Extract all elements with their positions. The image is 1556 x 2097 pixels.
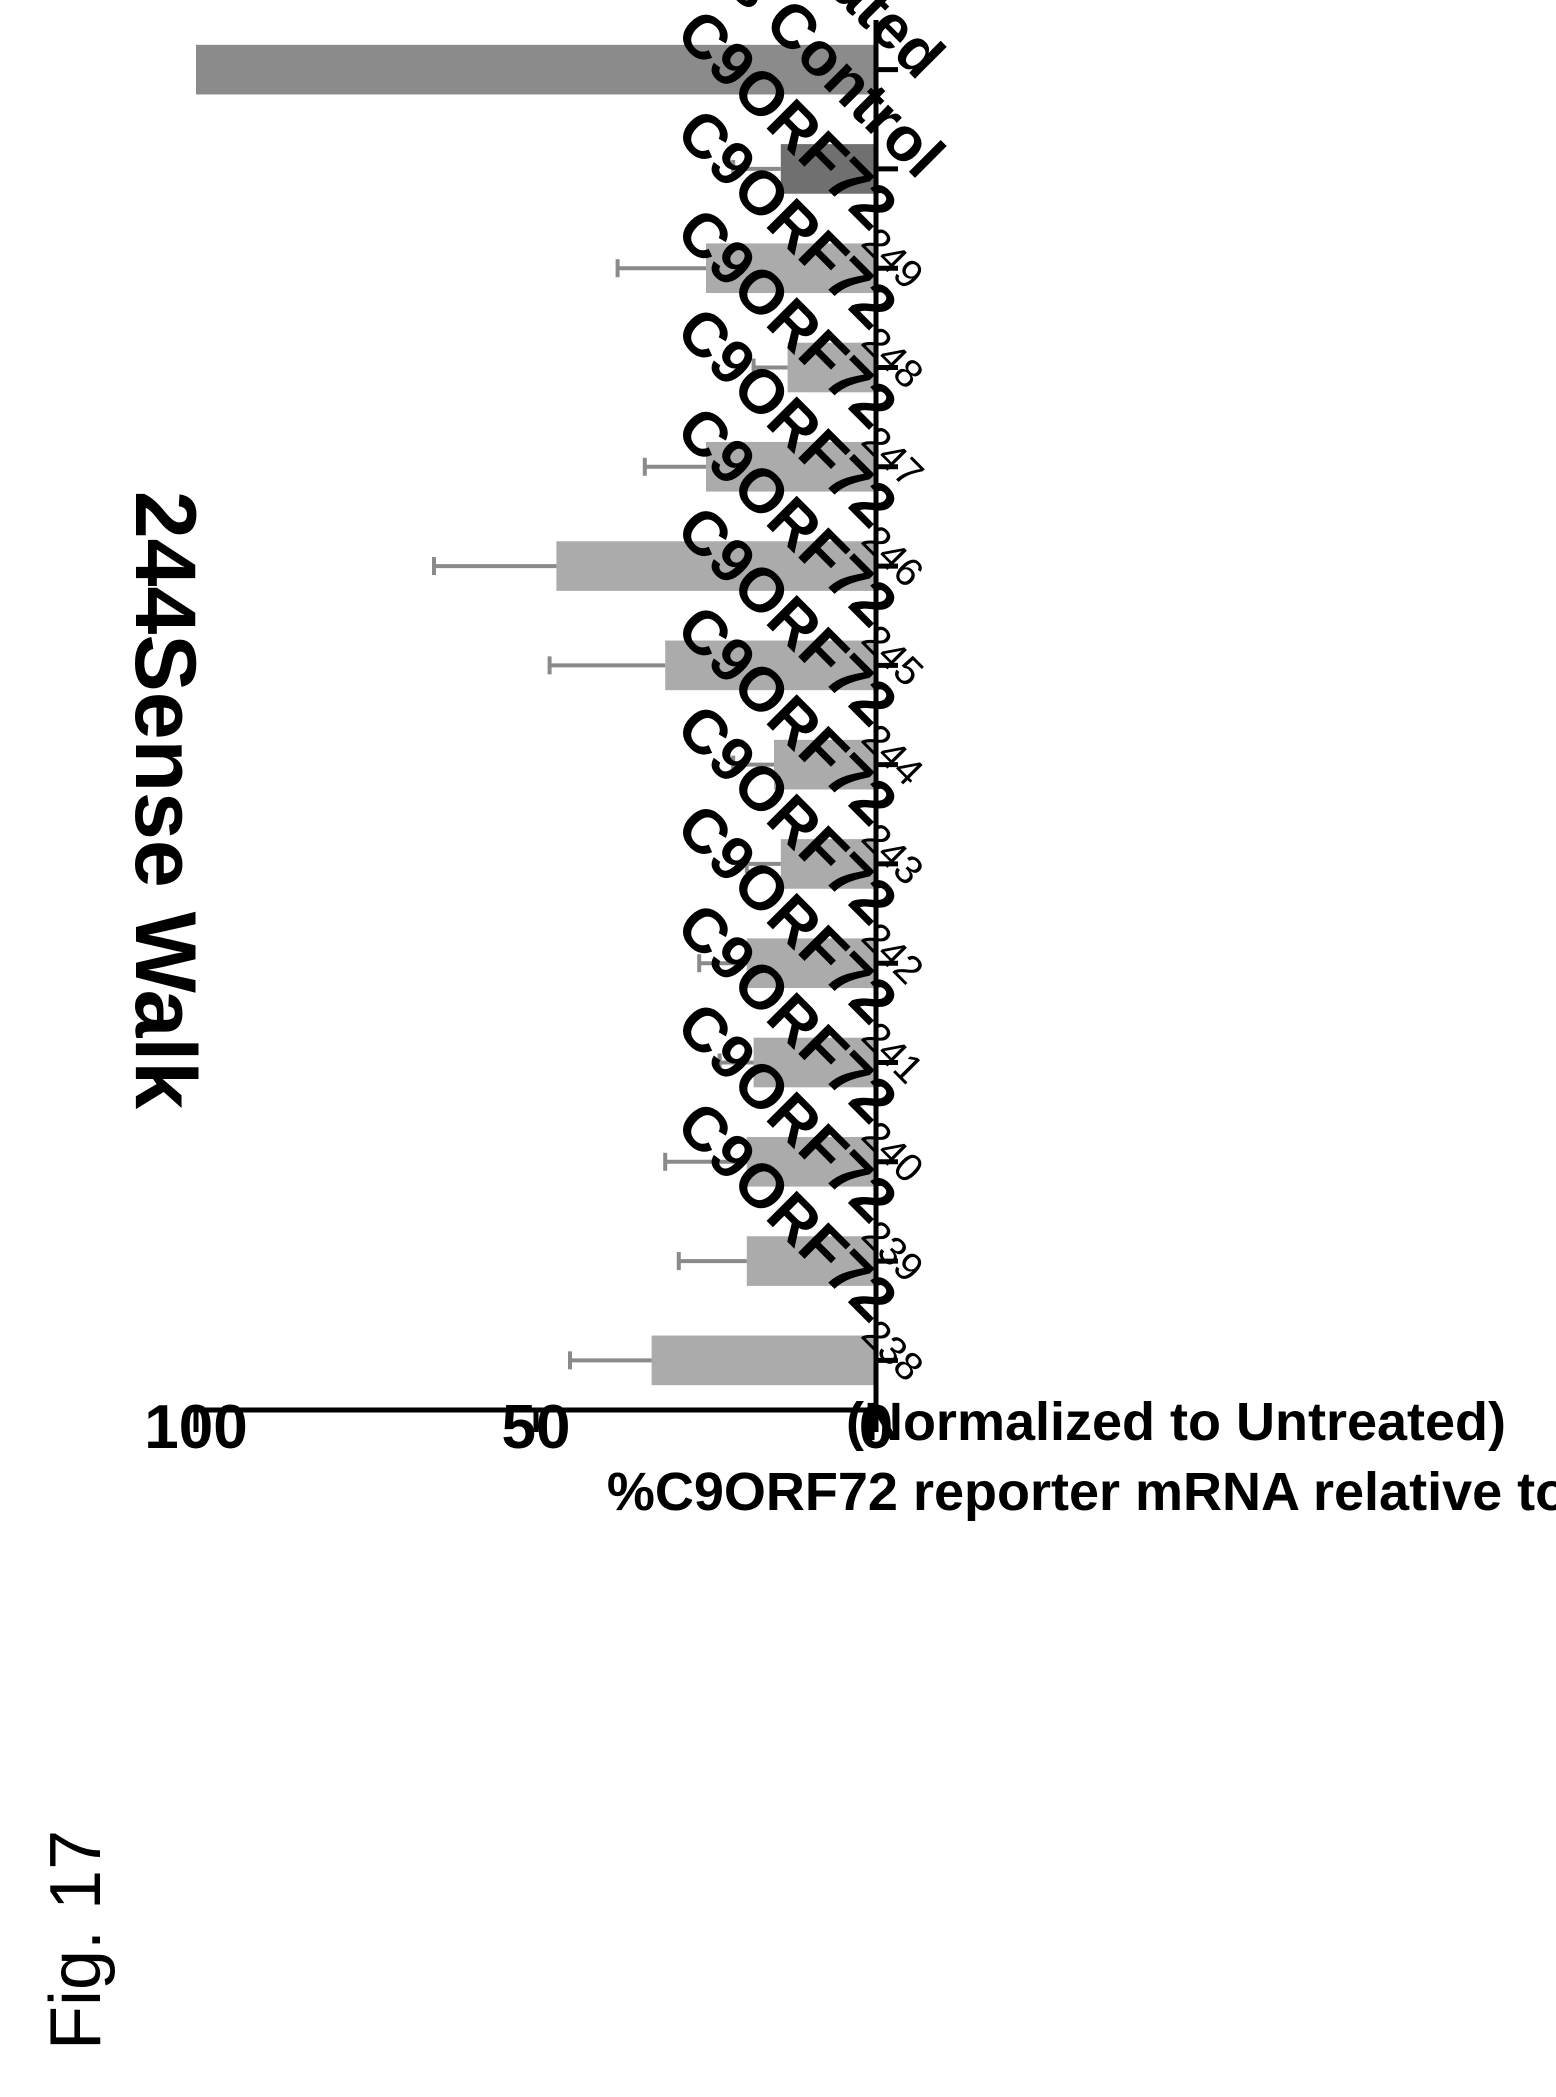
figure-label: Fig. 17 [36, 1830, 116, 2050]
x-tick-labels-group: C9ORF72238C9ORF72239C9ORF72240C9ORF72241… [660, 0, 957, 1390]
bar-8 [665, 640, 876, 691]
y-axis-label-line1: %C9ORF72 reporter mRNA relative to Firef… [607, 1462, 1556, 1522]
bar-3 [746, 1136, 876, 1187]
bar-12 [706, 243, 876, 294]
bar-11 [787, 342, 876, 393]
error-bars-group [432, 159, 788, 1370]
bar-2 [746, 1236, 876, 1286]
bar-10 [706, 441, 876, 492]
chart-title: 244Sense Walk [117, 491, 213, 1109]
bar-6 [780, 839, 876, 889]
bar-4 [753, 1037, 876, 1088]
bars-group [196, 44, 876, 1386]
y-tick-label-0: 0 [859, 1393, 893, 1462]
bar-5 [746, 938, 876, 989]
x-ticks-group [876, 67, 898, 1363]
y-tick-label-50: 50 [502, 1393, 571, 1462]
bar-14 [196, 44, 876, 95]
y-tick-label-100: 100 [144, 1393, 247, 1462]
bar-9 [556, 541, 876, 591]
chart-plot: 244Sense Walk %C9ORF72 reporter mRNA rel… [117, 0, 1556, 1522]
bar-7 [774, 739, 876, 790]
bar-1 [651, 1335, 876, 1386]
y-axis-label-line2: (Normalized to Untreated) [846, 1392, 1506, 1452]
bar-13 [780, 144, 876, 194]
y-ticks-group: 0 50 100 [144, 1393, 893, 1462]
